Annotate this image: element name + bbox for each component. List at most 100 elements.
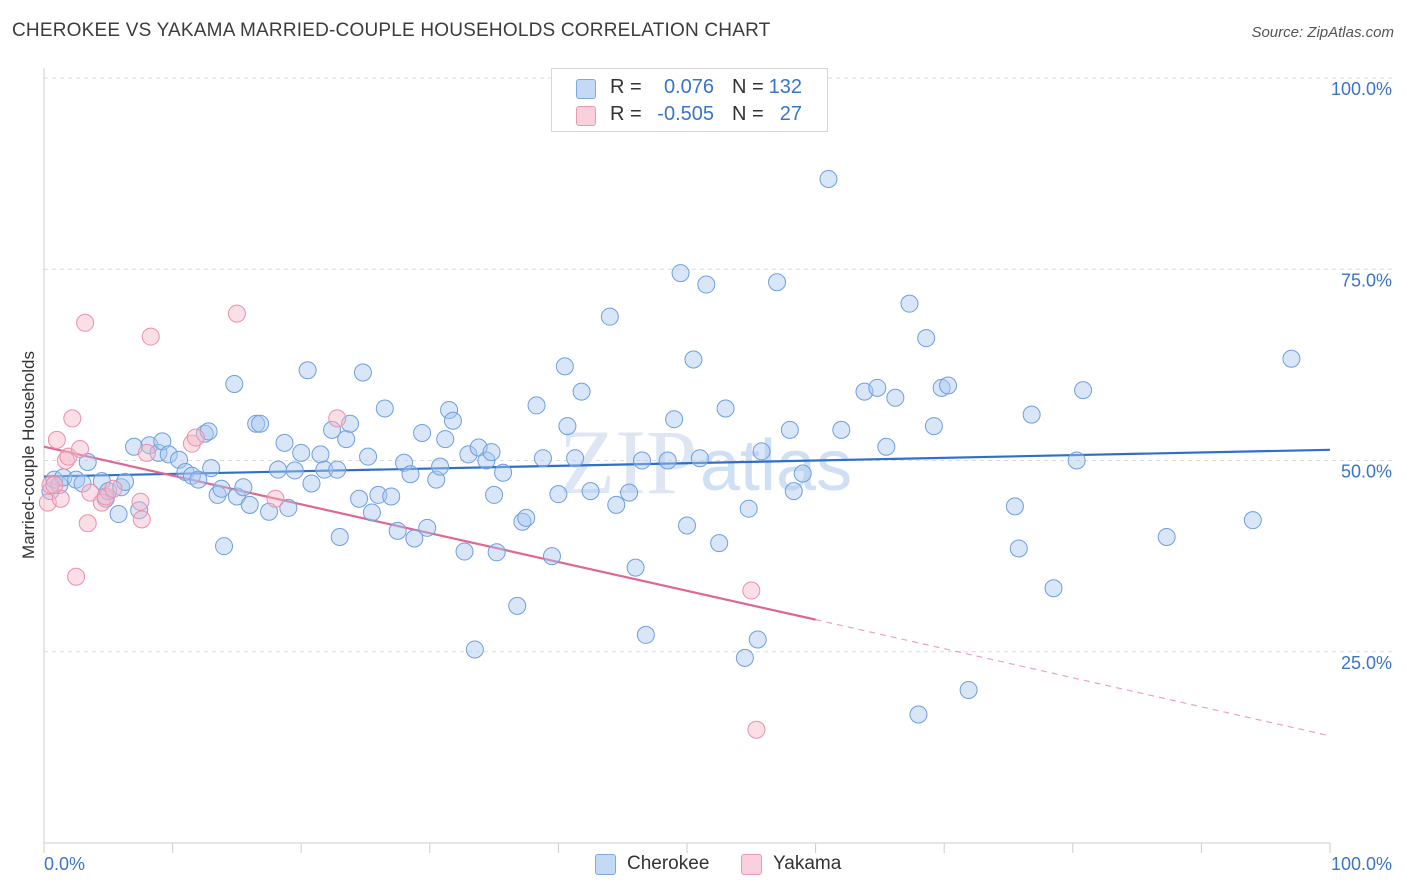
cherokee-point: [832, 420, 851, 439]
cherokee-point: [189, 470, 208, 489]
legend-row-cherokee: R = 0.076 N = 132: [552, 74, 827, 102]
cherokee-point: [665, 410, 684, 429]
cherokee-point: [465, 640, 484, 659]
yakama-point: [132, 510, 151, 529]
cherokee-point: [73, 474, 92, 493]
cherokee-point: [292, 443, 311, 462]
cherokee-point: [1243, 511, 1262, 530]
cherokee-point: [527, 396, 546, 415]
cherokee-point: [626, 558, 645, 577]
cherokee-point: [710, 534, 729, 553]
y-tick-label: 25.0%: [1341, 653, 1392, 673]
cherokee-point: [225, 375, 244, 393]
cherokee-swatch: [576, 79, 596, 99]
cherokee-point: [459, 445, 478, 464]
yakama-swatch: [576, 106, 596, 126]
cherokee-point: [819, 169, 838, 188]
cherokee-point: [279, 498, 298, 517]
legend-label: Cherokee: [627, 853, 710, 874]
cherokee-point: [455, 542, 474, 561]
x-tick-label: 0.0%: [44, 854, 85, 874]
cherokee-point: [159, 445, 178, 464]
cherokee-point: [517, 508, 536, 527]
cherokee-point: [748, 630, 767, 649]
cherokee-point: [440, 401, 459, 420]
cherokee-point: [542, 547, 561, 566]
cherokee-point: [202, 459, 221, 478]
cherokee-point: [302, 474, 321, 493]
yakama-trend-line: [43, 445, 816, 621]
cherokee-point: [939, 376, 958, 395]
chart-title: CHEROKEE VS YAKAMA MARRIED-COUPLE HOUSEH…: [12, 20, 771, 41]
cherokee-point: [353, 363, 372, 382]
yakama-point: [41, 475, 60, 494]
cherokee-point: [337, 430, 356, 449]
y-axis-label: Married-couple Households: [19, 351, 38, 559]
cherokee-point: [359, 447, 378, 466]
cherokee-point: [909, 705, 928, 724]
cherokee-point: [330, 528, 349, 546]
y-tick-labels: 25.0% 50.0% 75.0% 100.0%: [1331, 79, 1392, 673]
cherokee-point: [487, 543, 506, 562]
cherokee-point: [153, 432, 172, 451]
cherokee-swatch: [595, 854, 616, 875]
cherokee-point: [375, 399, 394, 418]
cherokee-point: [508, 596, 527, 615]
cherokee-point: [212, 479, 231, 498]
data-points: [38, 169, 1301, 739]
cherokee-point: [328, 460, 347, 479]
cherokee-point: [401, 465, 420, 484]
cherokee-point: [323, 420, 342, 439]
cherokee-point: [436, 430, 455, 449]
cherokee-point: [362, 503, 381, 522]
yakama-point: [71, 440, 90, 459]
cherokee-point: [868, 378, 887, 397]
yakama-point: [67, 567, 86, 586]
legend-row-yakama: R = -0.505 N = 27: [552, 101, 827, 129]
cherokee-point: [234, 478, 253, 497]
yakama-point: [266, 489, 285, 508]
y-tick-label: 100.0%: [1331, 79, 1392, 99]
cherokee-point: [260, 502, 279, 521]
x-tick-label: 100.0%: [1331, 854, 1392, 874]
cherokee-point: [298, 361, 317, 380]
cherokee-point: [240, 495, 259, 514]
r-label: R =: [610, 76, 642, 98]
yakama-point: [747, 720, 766, 739]
cherokee-point: [739, 499, 758, 518]
cherokee-point: [900, 294, 919, 313]
cherokee-point: [716, 399, 735, 418]
yakama-point: [81, 483, 100, 502]
cherokee-point: [350, 489, 369, 508]
r-value: 0.076: [663, 76, 714, 98]
cherokee-point: [735, 648, 754, 667]
cherokee-point: [1009, 539, 1028, 558]
cherokee-point: [443, 411, 462, 430]
cherokee-point: [485, 485, 504, 504]
correlation-legend: R = 0.076 N = 132 R = -0.505 N = 27: [551, 68, 828, 132]
cherokee-point: [109, 505, 128, 524]
cherokee-point: [116, 472, 135, 491]
yakama-point: [78, 514, 97, 533]
cherokee-point: [549, 485, 568, 504]
cherokee-point: [555, 357, 574, 376]
cherokee-point: [215, 537, 234, 556]
cherokee-point: [671, 264, 690, 283]
cherokee-point: [572, 382, 591, 401]
x-tick-labels: 0.0% 100.0%: [44, 854, 1392, 874]
r-label: R =: [610, 103, 642, 125]
cherokee-point: [636, 625, 655, 644]
yakama-point: [47, 430, 66, 449]
watermark-atlas: atlas: [700, 426, 852, 506]
yakama-point: [328, 409, 347, 428]
cherokee-point: [1067, 451, 1086, 470]
cherokee-trend-line: [43, 448, 1331, 478]
legend-label: Yakama: [773, 853, 842, 874]
n-value: 27: [779, 103, 802, 125]
cherokee-point: [431, 457, 450, 476]
yakama-point: [141, 327, 160, 346]
y-tick-label: 50.0%: [1341, 462, 1392, 482]
cherokee-point: [959, 681, 978, 699]
cherokee-point: [1074, 381, 1093, 400]
cherokee-point: [482, 443, 501, 462]
